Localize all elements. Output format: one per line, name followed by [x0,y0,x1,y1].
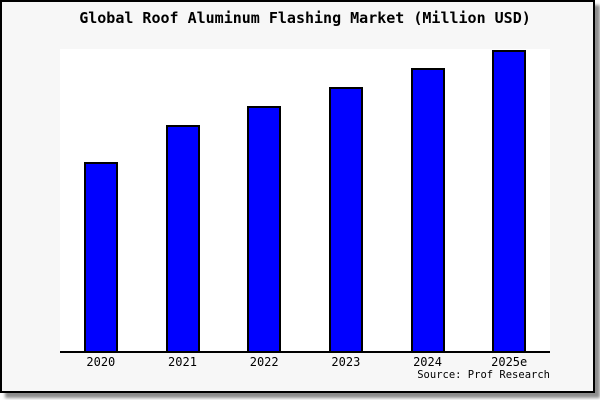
chart-figure: Global Roof Aluminum Flashing Market (Mi… [0,0,595,393]
bar-2022 [247,106,281,351]
x-tick-label-2022: 2022 [249,355,279,369]
x-tick-label-2024: 2024 [413,355,442,369]
source-attribution: Source: Prof Research [417,369,550,381]
bar-2024 [411,68,445,351]
bar-2025e [492,50,526,351]
x-tick-label-2020: 2020 [86,355,116,369]
bar-2023 [329,87,363,351]
bar-2021 [166,125,200,351]
x-tick-label-2021: 2021 [168,355,197,369]
bar-2020 [84,162,118,351]
chart-title: Global Roof Aluminum Flashing Market (Mi… [79,9,531,27]
x-tick-label-2025e: 2025e [491,355,528,369]
x-axis-labels: 2020 2021 2022 2023 2024 2025e [60,355,550,369]
plot-area [60,49,550,353]
x-tick-label-2023: 2023 [331,355,361,369]
